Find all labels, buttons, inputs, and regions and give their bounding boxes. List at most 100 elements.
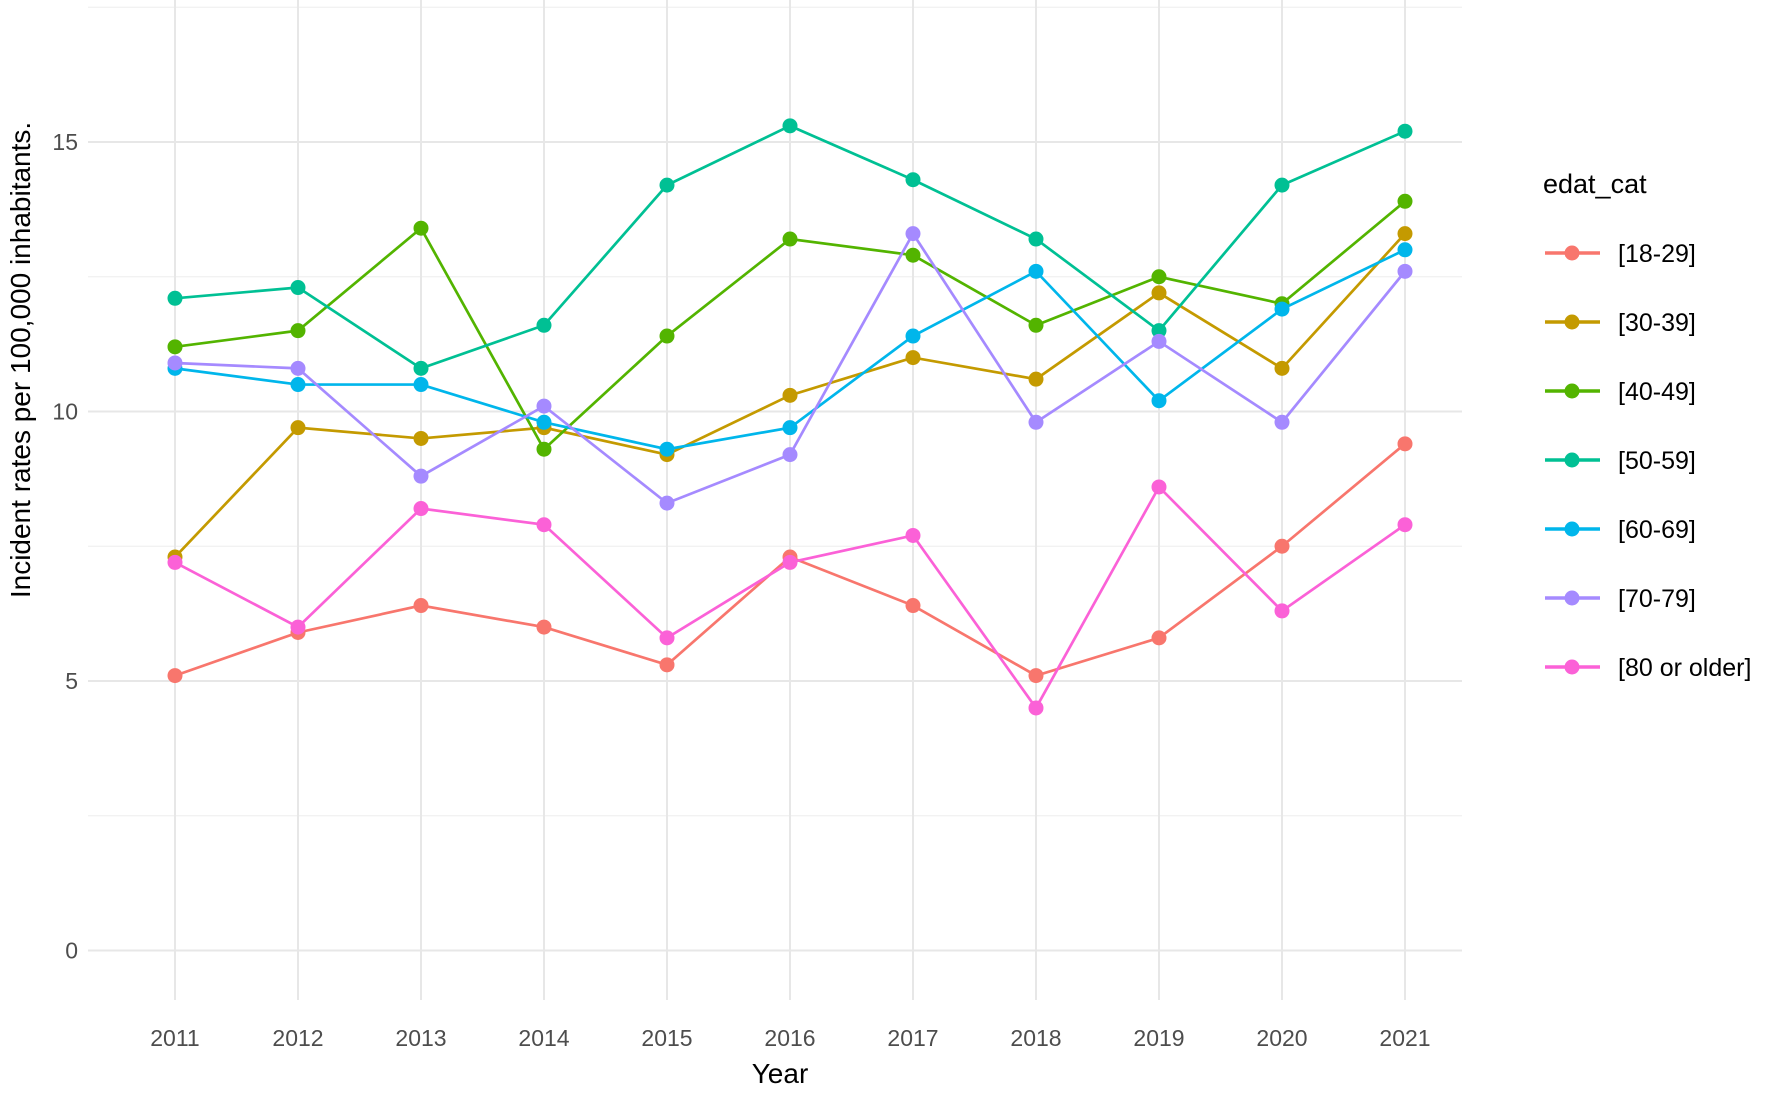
data-point — [782, 118, 798, 134]
data-point — [782, 387, 798, 403]
legend-item: [30-39] — [1545, 309, 1696, 337]
data-point — [1274, 177, 1290, 193]
data-point — [905, 247, 921, 263]
data-point — [1028, 414, 1044, 430]
legend-item: [60-69] — [1545, 516, 1696, 544]
y-tick-label: 5 — [65, 668, 78, 694]
data-point — [782, 447, 798, 463]
data-point — [1397, 517, 1413, 533]
data-point — [1274, 538, 1290, 554]
data-point — [1274, 360, 1290, 376]
data-point — [905, 328, 921, 344]
data-point — [905, 527, 921, 543]
legend-item-label: [50-59] — [1618, 447, 1696, 475]
data-point — [167, 290, 183, 306]
legend-item-label: [40-49] — [1618, 378, 1696, 406]
data-point — [413, 377, 429, 393]
data-point — [1274, 414, 1290, 430]
data-point — [1151, 333, 1167, 349]
data-point — [1397, 436, 1413, 452]
data-point — [413, 360, 429, 376]
x-tick-label: 2014 — [518, 1025, 569, 1051]
legend-title: edat_cat — [1543, 169, 1647, 199]
data-point — [1151, 630, 1167, 646]
data-point — [413, 430, 429, 446]
y-tick-label: 0 — [65, 938, 78, 964]
data-point — [905, 172, 921, 188]
legend-item-label: [80 or older] — [1618, 654, 1751, 682]
data-point — [290, 323, 306, 339]
legend-key-point — [1564, 314, 1580, 330]
y-tick-label: 10 — [52, 399, 78, 425]
legend-item: [40-49] — [1545, 378, 1696, 406]
data-point — [290, 360, 306, 376]
legend-item-label: [18-29] — [1618, 240, 1696, 268]
x-tick-label: 2011 — [150, 1025, 199, 1051]
data-point — [659, 630, 675, 646]
x-tick-label: 2013 — [395, 1025, 446, 1051]
x-tick-label: 2012 — [272, 1025, 323, 1051]
data-point — [1397, 193, 1413, 209]
gridlines-minor — [88, 6, 1462, 817]
legend-item: [80 or older] — [1545, 654, 1751, 682]
data-point — [1397, 123, 1413, 139]
data-point — [290, 377, 306, 393]
data-point — [905, 598, 921, 614]
data-point — [536, 317, 552, 333]
gridlines-major — [88, 141, 1462, 952]
x-tick-label: 2020 — [1256, 1025, 1307, 1051]
data-point — [290, 619, 306, 635]
legend-item: [50-59] — [1545, 447, 1696, 475]
data-point — [413, 468, 429, 484]
legend-key-point — [1564, 590, 1580, 606]
data-point — [167, 355, 183, 371]
data-point — [1028, 668, 1044, 684]
data-point — [167, 554, 183, 570]
data-point — [1028, 700, 1044, 716]
series-70-79 — [167, 226, 1413, 511]
series-40-49 — [167, 193, 1413, 457]
data-point — [1397, 242, 1413, 258]
data-point — [167, 339, 183, 355]
data-point — [290, 420, 306, 436]
series-50-59 — [167, 118, 1413, 376]
data-point — [1028, 371, 1044, 387]
data-point — [536, 441, 552, 457]
data-point — [659, 495, 675, 511]
data-point — [905, 226, 921, 242]
data-point — [413, 501, 429, 517]
data-point — [536, 619, 552, 635]
data-point — [1028, 317, 1044, 333]
data-point — [659, 441, 675, 457]
data-point — [1274, 301, 1290, 317]
data-point — [1397, 226, 1413, 242]
data-point — [782, 231, 798, 247]
y-axis-title: Incident rates per 100,000 inhabitants. — [5, 122, 36, 598]
x-tick-labels: 2011 2012 2013 2014 2015 2016 2017 2018 2019 2020… — [150, 1025, 1430, 1051]
data-point — [1028, 231, 1044, 247]
x-tick-label: 2021 — [1379, 1025, 1430, 1051]
legend-items: [18-29] [30-39] [40-49] [50-59] [60-69] [70-7… — [1545, 240, 1751, 682]
legend-item-label: [60-69] — [1618, 516, 1696, 544]
data-point — [413, 220, 429, 236]
legend-item-label: [30-39] — [1618, 309, 1696, 337]
data-point — [536, 517, 552, 533]
legend-key-point — [1564, 521, 1580, 537]
legend-item-label: [70-79] — [1618, 585, 1696, 613]
data-point — [1028, 263, 1044, 279]
data-point — [1151, 479, 1167, 495]
legend-key-point — [1564, 245, 1580, 261]
data-point — [413, 598, 429, 614]
data-point — [290, 280, 306, 296]
x-tick-label: 2018 — [1010, 1025, 1061, 1051]
y-tick-labels: 0 5 10 15 — [52, 129, 78, 964]
data-point — [1151, 285, 1167, 301]
data-point — [782, 554, 798, 570]
x-tick-label: 2017 — [887, 1025, 938, 1051]
legend-item: [18-29] — [1545, 240, 1696, 268]
x-tick-label: 2016 — [764, 1025, 815, 1051]
legend-key-point — [1564, 383, 1580, 399]
x-tick-label: 2019 — [1133, 1025, 1184, 1051]
